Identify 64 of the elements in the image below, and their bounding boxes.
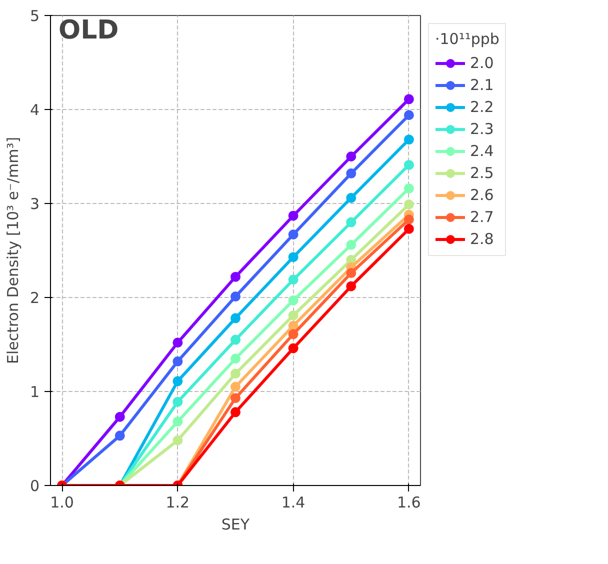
point xyxy=(288,310,298,320)
point xyxy=(230,292,240,302)
legend-title: ·10¹¹ppb xyxy=(435,30,500,48)
point xyxy=(346,281,356,292)
point xyxy=(288,329,298,340)
x-tick-label: 1.6 xyxy=(397,494,421,512)
legend-label: 2.1 xyxy=(470,76,494,94)
legend-label: 2.6 xyxy=(470,186,494,204)
point xyxy=(172,416,183,427)
point xyxy=(114,430,125,441)
point xyxy=(404,214,414,224)
point xyxy=(346,217,356,228)
y-tick-label: 1 xyxy=(30,383,40,401)
point xyxy=(230,313,240,324)
point xyxy=(288,210,298,221)
point xyxy=(346,168,356,178)
point xyxy=(230,272,240,282)
annotation: OLD xyxy=(58,16,119,46)
y-tick-label: 4 xyxy=(30,101,40,119)
point xyxy=(172,396,183,407)
point xyxy=(230,334,240,345)
point xyxy=(288,320,298,331)
point xyxy=(288,274,298,285)
y-tick-label: 2 xyxy=(30,289,40,307)
legend-label: 2.0 xyxy=(470,54,494,72)
point xyxy=(288,343,298,354)
x-tick-label: 1.4 xyxy=(281,494,306,512)
y-tick-label: 3 xyxy=(30,195,40,213)
point xyxy=(346,268,356,278)
x-tick-label: 1.2 xyxy=(166,494,190,512)
legend-label: 2.7 xyxy=(470,208,494,226)
point xyxy=(404,199,414,210)
point xyxy=(404,110,414,120)
legend-label: 2.4 xyxy=(470,142,494,160)
legend-label: 2.5 xyxy=(470,164,494,182)
point xyxy=(230,368,240,379)
point xyxy=(172,435,183,446)
y-tick-label: 0 xyxy=(30,477,40,495)
point xyxy=(172,376,183,386)
point xyxy=(288,295,298,306)
point xyxy=(114,412,125,422)
point xyxy=(404,160,414,170)
point xyxy=(404,224,414,234)
point xyxy=(172,356,183,366)
point xyxy=(288,252,298,262)
legend-label: 2.3 xyxy=(470,120,494,138)
point xyxy=(346,240,356,250)
point xyxy=(230,407,240,418)
point xyxy=(288,230,298,240)
legend-label: 2.8 xyxy=(470,230,494,248)
point xyxy=(230,382,240,392)
point xyxy=(404,183,414,194)
point xyxy=(230,354,240,364)
x-tick-label: 1.0 xyxy=(50,494,74,512)
x-axis-title: SEY xyxy=(221,516,250,534)
y-axis-title: Electron Density [10³ e⁻/mm³] xyxy=(4,136,22,364)
point xyxy=(230,393,240,404)
point xyxy=(404,134,414,145)
point xyxy=(346,152,356,162)
y-tick-label: 5 xyxy=(30,7,40,25)
point xyxy=(172,338,183,348)
legend-label: 2.2 xyxy=(470,98,494,116)
point xyxy=(404,94,414,104)
point xyxy=(346,192,356,203)
